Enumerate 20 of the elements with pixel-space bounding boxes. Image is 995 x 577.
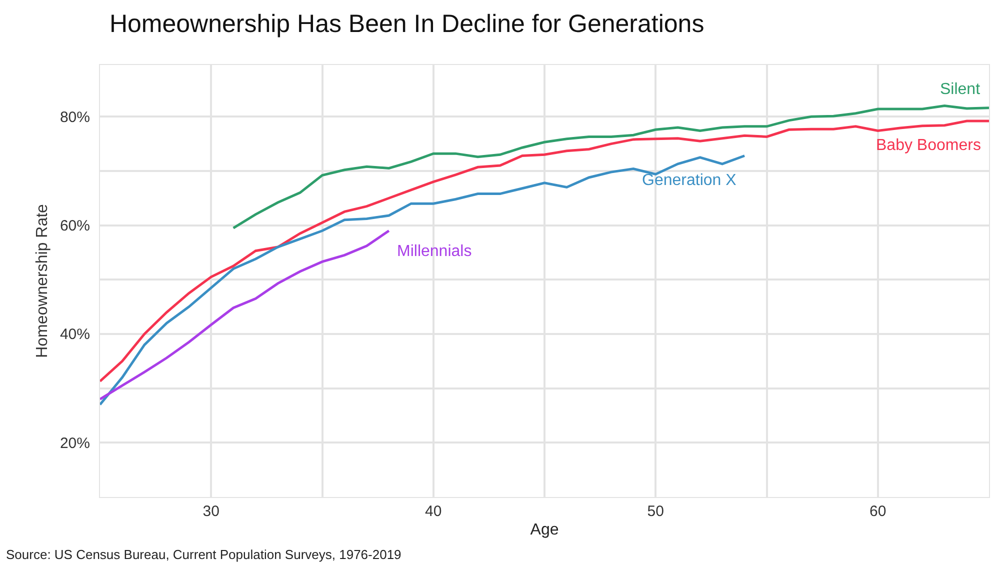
chart-title: Homeownership Has Been In Decline for Generations (109, 10, 704, 38)
series-label: Millennials (397, 243, 472, 260)
y-tick-label: 20% (60, 434, 90, 452)
x-tick-label: 40 (425, 503, 442, 520)
series-label: Silent (940, 81, 981, 98)
source-note: Source: US Census Bureau, Current Population Surveys, 1976-2019 (6, 547, 402, 562)
line-series (100, 154, 746, 406)
y-tick-label: 80% (60, 108, 90, 126)
line-series (232, 104, 989, 230)
x-tick-label: 60 (870, 503, 886, 520)
y-axis-title: Homeownership Rate (34, 204, 51, 358)
x-axis-title: Age (530, 522, 559, 539)
series-label: Generation X (642, 172, 737, 189)
line-series (100, 120, 989, 383)
line-series (100, 229, 390, 400)
series-label: Baby Boomers (876, 137, 981, 154)
y-tick-label: 60% (60, 218, 90, 235)
x-tick-label: 30 (202, 503, 220, 520)
x-tick-label: 50 (647, 503, 664, 520)
y-tick-label: 40% (60, 326, 90, 344)
